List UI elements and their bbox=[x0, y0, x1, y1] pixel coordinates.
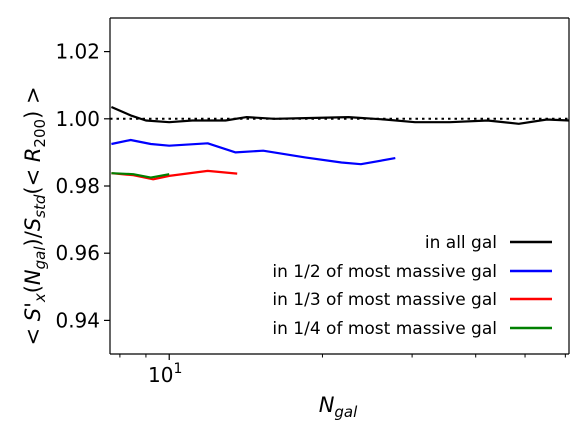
y-tick-label: 1.02 bbox=[55, 40, 100, 64]
y-tick-label: 0.96 bbox=[55, 241, 100, 265]
y-axis-label-group: < S'x(Ngal)/Sstd(< R200) > bbox=[21, 86, 49, 345]
y-axis-ticks: 0.94 0.96 0.98 1.00 1.02 bbox=[55, 40, 110, 332]
x-axis-label-group: Ngal bbox=[319, 393, 358, 421]
legend: in all gal in 1/2 of most massive gal in 1… bbox=[272, 233, 552, 339]
y-tick-label: 0.94 bbox=[55, 308, 100, 332]
y-tick-label: 1.00 bbox=[55, 107, 100, 131]
series-lines bbox=[110, 105, 570, 181]
x-tick-label: 101 bbox=[148, 361, 182, 387]
legend-label-4: in 1/4 of most massive gal bbox=[272, 319, 497, 339]
series-line-4 bbox=[111, 172, 170, 179]
legend-label-3: in 1/3 of most massive gal bbox=[272, 290, 497, 310]
x-axis-ticks: 101 bbox=[119, 354, 566, 387]
series-line-1 bbox=[110, 105, 570, 125]
legend-label-2: in 1/2 of most massive gal bbox=[272, 262, 497, 282]
series-line-2 bbox=[111, 138, 396, 166]
x-axis-label: Ngal bbox=[319, 393, 358, 421]
legend-label-1: in all gal bbox=[425, 233, 497, 253]
y-tick-label: 0.98 bbox=[55, 174, 100, 198]
y-axis-label: < S'x(Ngal)/Sstd(< R200) > bbox=[21, 86, 49, 345]
